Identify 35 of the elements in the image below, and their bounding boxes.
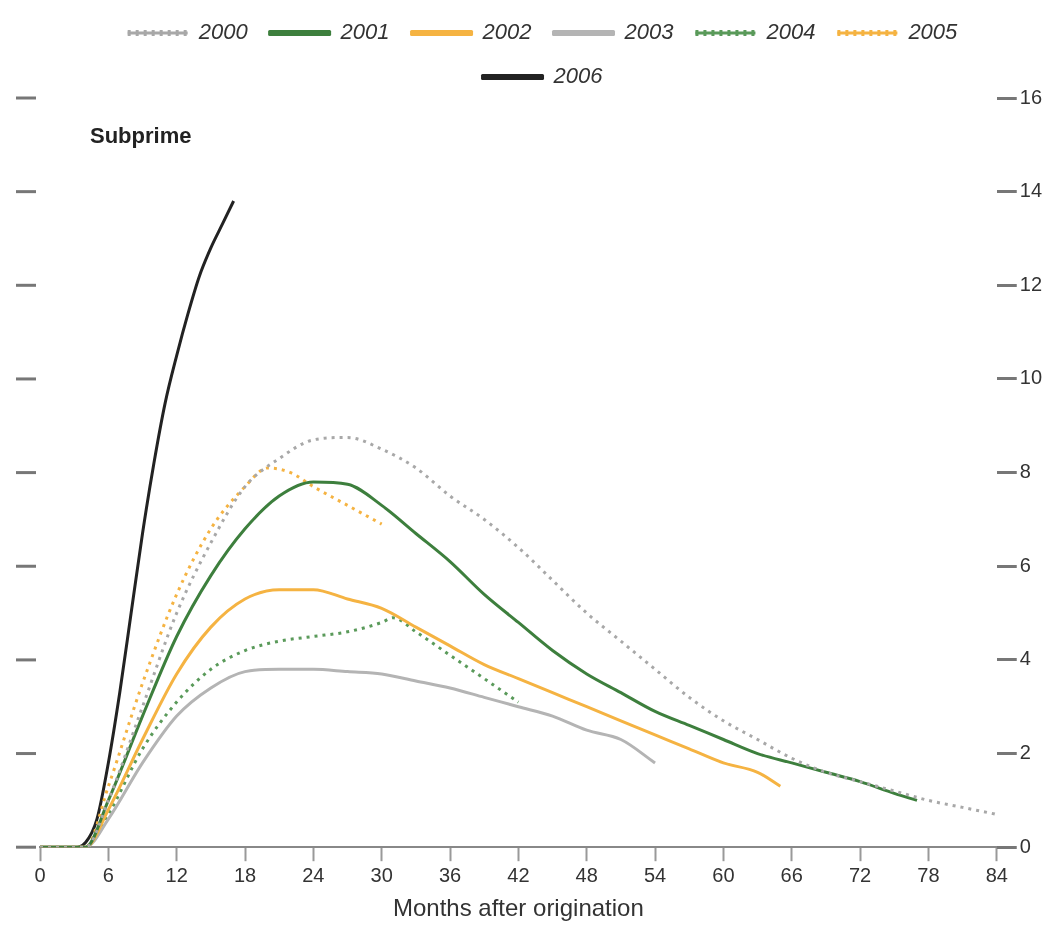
x-tick-label: 48 <box>575 863 598 886</box>
x-tick-label: 42 <box>507 863 530 886</box>
x-axis-title: Months after origination <box>392 894 644 922</box>
annotation: Subprime <box>90 123 192 149</box>
y-tick-label: 0 <box>1019 834 1031 857</box>
y-tick-label: 4 <box>1019 647 1031 670</box>
x-tick-label: 0 <box>34 863 46 886</box>
legend-label: 2003 <box>623 19 675 45</box>
x-tick-label: 12 <box>165 863 188 886</box>
legend-label: 2004 <box>765 19 816 45</box>
x-tick-label: 18 <box>233 863 257 886</box>
y-tick-label: 6 <box>1019 553 1031 576</box>
x-tick-label: 30 <box>370 863 393 886</box>
legend-label: 2005 <box>907 19 959 45</box>
legend-label: 2002 <box>481 19 532 45</box>
x-tick-label: 66 <box>780 863 803 886</box>
y-tick-label: 8 <box>1019 460 1031 483</box>
x-tick-label: 54 <box>643 863 667 886</box>
x-tick-label: 72 <box>848 863 872 886</box>
legend-label: 2000 <box>197 19 249 45</box>
line-series <box>40 435 997 848</box>
line-series <box>40 480 919 848</box>
x-tick-label: 78 <box>917 863 940 886</box>
y-tick-label: 2 <box>1019 741 1031 764</box>
x-tick-label: 84 <box>985 863 1008 886</box>
legend-label: 2001 <box>339 19 390 45</box>
x-tick-label: 60 <box>712 863 735 886</box>
y-tick-label: 16 <box>1019 85 1042 108</box>
x-tick-label: 36 <box>438 863 462 886</box>
legend-label: 2006 <box>552 63 604 89</box>
y-tick-label: 14 <box>1019 179 1042 202</box>
y-tick-label: 10 <box>1019 366 1042 389</box>
x-tick-label: 6 <box>102 863 114 886</box>
x-tick-label: 24 <box>302 863 325 886</box>
y-tick-label: 12 <box>1019 272 1042 295</box>
